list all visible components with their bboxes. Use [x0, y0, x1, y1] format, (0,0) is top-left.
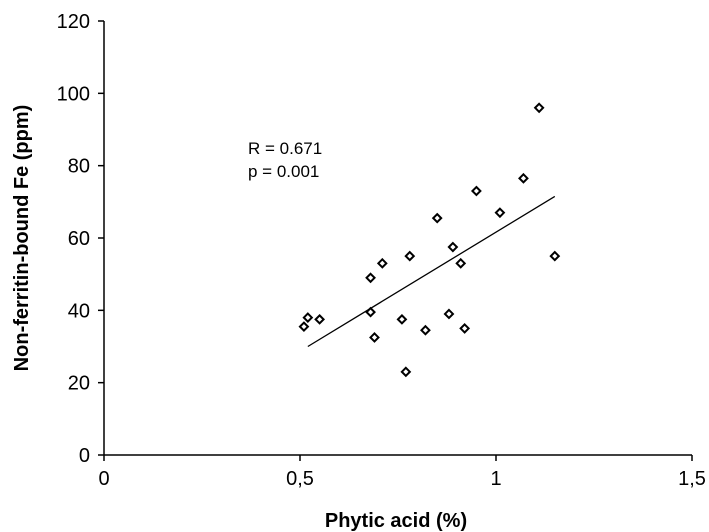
data-point: [447, 241, 459, 253]
x-axis-title: Phytic acid (%): [325, 510, 467, 532]
x-tick-label: 1: [490, 468, 501, 490]
data-point: [494, 207, 506, 219]
data-point: [298, 321, 310, 333]
p-value-annotation: p = 0.001: [248, 162, 319, 181]
y-tick-label: 120: [57, 11, 90, 33]
y-axis-ticks: 0 20 40 60 80 100 120: [57, 11, 104, 467]
data-point: [365, 306, 376, 318]
data-point: [455, 257, 467, 269]
data-point: [549, 250, 561, 262]
trendline: [307, 195, 556, 348]
axes: [103, 21, 692, 456]
data-point: [396, 313, 408, 325]
y-tick-label: 0: [79, 445, 90, 467]
data-point: [533, 102, 545, 114]
data-point: [400, 366, 412, 378]
x-tick-label: 0,5: [286, 468, 314, 490]
r-value-annotation: R = 0.671: [248, 139, 322, 158]
y-tick-label: 40: [68, 300, 90, 322]
data-point: [404, 250, 416, 262]
y-tick-label: 80: [68, 156, 90, 178]
data-point: [376, 257, 388, 269]
data-points: [298, 102, 561, 378]
data-point: [443, 308, 455, 320]
y-tick-label: 100: [57, 83, 90, 105]
data-point: [470, 185, 482, 197]
x-tick-label: 1,5: [678, 468, 706, 490]
data-point: [518, 172, 529, 184]
data-point: [420, 324, 431, 336]
x-axis-ticks: 0 0,5 1 1,5: [98, 455, 706, 490]
trendline-group: [307, 195, 556, 348]
y-axis-title: Non-ferritin-bound Fe (ppm): [11, 105, 33, 372]
y-tick-label: 20: [68, 373, 90, 395]
y-tick-label: 60: [68, 228, 90, 250]
annotation-group: R = 0.671 p = 0.001: [248, 139, 322, 181]
data-point: [459, 323, 471, 334]
x-tick-label: 0: [98, 468, 109, 490]
data-point: [365, 272, 376, 284]
data-point: [302, 312, 314, 323]
data-point: [314, 313, 326, 325]
data-point: [431, 212, 443, 224]
data-point: [369, 332, 380, 343]
